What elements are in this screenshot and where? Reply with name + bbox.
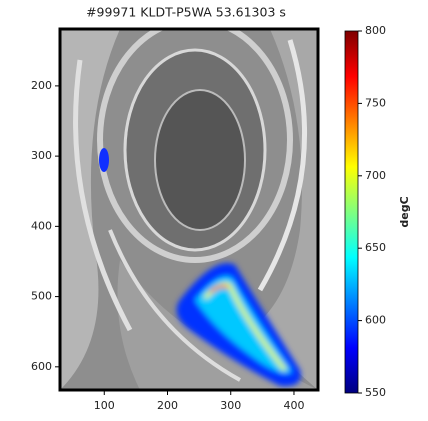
x-tick-label: 200 (157, 399, 178, 412)
y-tick-label: 300 (31, 149, 52, 162)
hotspot (99, 148, 109, 172)
y-tick-label: 600 (31, 360, 52, 373)
colorbar-tick-label: 750 (365, 96, 386, 109)
colorbar-tick-label: 650 (365, 241, 386, 254)
axes-frame (58, 27, 320, 392)
chart-title: #99971 KLDT-P5WA 53.61303 s (86, 5, 286, 20)
colorbar (344, 30, 359, 394)
y-tick-label: 400 (31, 219, 52, 232)
colorbar-tick-label: 700 (365, 169, 386, 182)
x-tick-label: 300 (220, 399, 241, 412)
y-tick-label: 500 (31, 290, 52, 303)
camera-image (60, 29, 318, 390)
x-tick-label: 100 (94, 399, 115, 412)
colorbar-tick-label: 800 (365, 24, 386, 37)
colorbar-tick-label: 600 (365, 314, 386, 327)
x-tick-label: 400 (283, 399, 304, 412)
colorbar-tick-label: 550 (365, 386, 386, 399)
colorbar-label: degC (398, 196, 411, 227)
y-tick-label: 200 (31, 79, 52, 92)
hotspot (176, 263, 301, 387)
